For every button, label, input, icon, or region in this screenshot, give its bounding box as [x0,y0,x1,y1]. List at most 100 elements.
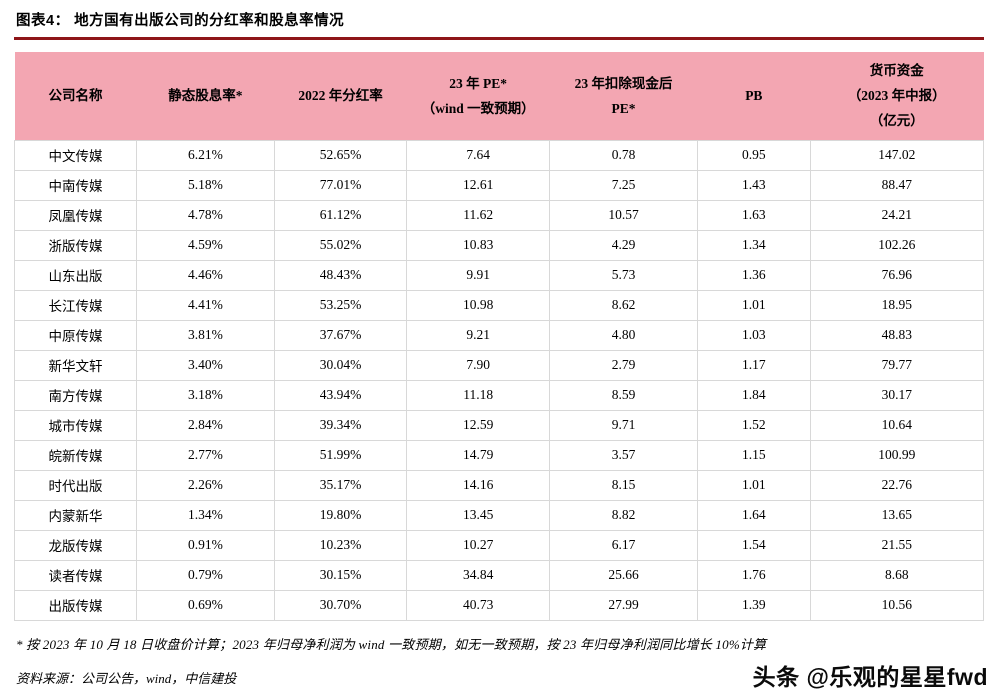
table-row: 读者传媒 0.79% 30.15% 34.84 25.66 1.76 8.68 [13,559,985,591]
table-cell: 76.96 [809,259,985,291]
table-cell: 7.64 [406,139,550,171]
table-cell: 1.34 [697,229,811,261]
table-cell: 4.59% [136,229,275,261]
column-header-line: （2023 年中报） [847,88,946,104]
table-cell: 2.77% [136,439,275,471]
table-cell: 79.77 [809,349,985,381]
table-cell: 1.39 [697,589,811,621]
table-cell: 浙版传媒 [13,229,138,261]
table-cell: 内蒙新华 [13,499,138,531]
table-cell: 61.12% [273,199,408,231]
table-cell: 南方传媒 [13,379,138,411]
table-cell: 10.57 [548,199,699,231]
table-cell: 30.70% [273,589,408,621]
table-cell: 9.71 [548,409,699,441]
table-cell: 10.83 [406,229,550,261]
table-cell: 1.76 [697,559,811,591]
table-cell: 13.45 [406,499,550,531]
column-header-line: （wind 一致预期） [421,100,535,116]
column-header: 23 年扣除现金后 PE* [549,52,698,140]
table-cell: 7.25 [548,169,699,201]
table-cell: 55.02% [273,229,408,261]
source-note: 资料来源：公司公告，wind，中信建投 [16,670,237,686]
table-row: 中文传媒 6.21% 52.65% 7.64 0.78 0.95 147.02 [13,139,985,171]
table-cell: 8.59 [548,379,699,411]
column-header-line: 23 年扣除现金后 [574,75,673,91]
table-cell: 7.90 [406,349,550,381]
column-header: 静态股息率* [136,52,275,140]
table-cell: 18.95 [809,289,985,321]
table-cell: 35.17% [273,469,408,501]
table-cell: 14.79 [406,439,550,471]
table-cell: 3.57 [548,439,699,471]
table-cell: 1.34% [136,499,275,531]
table-cell: 3.18% [136,379,275,411]
table-cell: 40.73 [406,589,550,621]
table-cell: 中原传媒 [13,319,138,351]
table-cell: 4.78% [136,199,275,231]
footnote-calculation: * 按 2023 年 10 月 18 日收盘价计算；2023 年归母净利润为 w… [16,636,767,652]
table-row: 内蒙新华 1.34% 19.80% 13.45 8.82 1.64 13.65 [13,499,985,531]
table-cell: 1.03 [697,319,811,351]
table-cell: 1.01 [697,289,811,321]
table-row: 山东出版 4.46% 48.43% 9.91 5.73 1.36 76.96 [13,259,985,291]
table-cell: 14.16 [406,469,550,501]
column-header-line: 23 年 PE* [449,75,508,91]
table-cell: 出版传媒 [13,589,138,621]
table-cell: 8.15 [548,469,699,501]
table-cell: 30.15% [273,559,408,591]
table-cell: 1.43 [697,169,811,201]
table-cell: 1.36 [697,259,811,291]
table-cell: 1.54 [697,529,811,561]
table-cell: 88.47 [809,169,985,201]
column-header: 23 年 PE* （wind 一致预期） [406,52,550,140]
table-cell: 1.84 [697,379,811,411]
table-cell: 中文传媒 [13,139,138,171]
table-cell: 22.76 [809,469,985,501]
table-cell: 读者传媒 [13,559,138,591]
table-cell: 6.21% [136,139,275,171]
table-cell: 10.56 [809,589,985,621]
table-cell: 43.94% [273,379,408,411]
table-cell: 3.81% [136,319,275,351]
table-cell: 8.68 [809,559,985,591]
table-cell: 3.40% [136,349,275,381]
table-cell: 城市传媒 [13,409,138,441]
table-cell: 4.46% [136,259,275,291]
table-cell: 19.80% [273,499,408,531]
table-cell: 1.63 [697,199,811,231]
table-cell: 8.62 [548,289,699,321]
table-cell: 2.79 [548,349,699,381]
table-head: 公司名称 静态股息率* 2022 年分红率 23 年 PE* （wind 一致预期） 23… [14,52,984,140]
table-cell: 0.79% [136,559,275,591]
table-cell: 皖新传媒 [13,439,138,471]
table-cell: 中南传媒 [13,169,138,201]
table-cell: 10.23% [273,529,408,561]
figure-title: 图表4： 地方国有出版公司的分红率和股息率情况 [16,13,345,29]
table-cell: 长江传媒 [13,289,138,321]
table-cell: 77.01% [273,169,408,201]
table-header-row: 公司名称 静态股息率* 2022 年分红率 23 年 PE* （wind 一致预期） 23… [14,52,984,140]
dividend-yield-table: 公司名称 静态股息率* 2022 年分红率 23 年 PE* （wind 一致预期） 23… [13,52,985,621]
table-cell: 4.29 [548,229,699,261]
table-row: 皖新传媒 2.77% 51.99% 14.79 3.57 1.15 100.99 [13,439,985,471]
column-header-line: （亿元） [869,113,924,129]
table-cell: 1.52 [697,409,811,441]
table-row: 浙版传媒 4.59% 55.02% 10.83 4.29 1.34 102.26 [13,229,985,261]
column-header: 公司名称 [14,52,137,140]
table-cell: 时代出版 [13,469,138,501]
table-row: 中原传媒 3.81% 37.67% 9.21 4.80 1.03 48.83 [13,319,985,351]
table-row: 新华文轩 3.40% 30.04% 7.90 2.79 1.17 79.77 [13,349,985,381]
table-cell: 30.17 [809,379,985,411]
table-cell: 25.66 [548,559,699,591]
table-cell: 52.65% [273,139,408,171]
table-cell: 0.95 [697,139,811,171]
column-header: 2022 年分红率 [274,52,407,140]
table-cell: 102.26 [809,229,985,261]
table-cell: 30.04% [273,349,408,381]
table-cell: 12.59 [406,409,550,441]
table-cell: 1.15 [697,439,811,471]
table-cell: 51.99% [273,439,408,471]
table-cell: 39.34% [273,409,408,441]
